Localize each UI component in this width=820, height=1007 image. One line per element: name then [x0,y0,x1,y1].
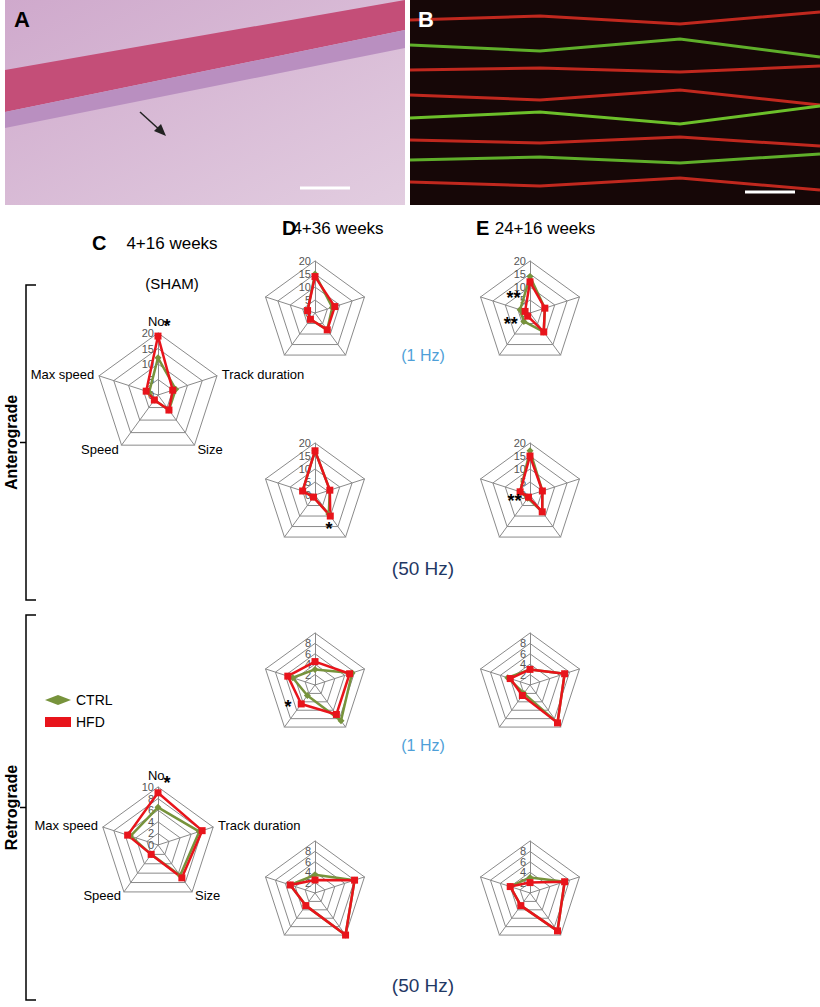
svg-text:20: 20 [299,437,311,449]
svg-text:10: 10 [142,781,154,793]
svg-text:0: 0 [304,307,311,319]
svg-text:10: 10 [299,281,311,293]
svg-text:Speed: Speed [81,442,119,457]
svg-text:6: 6 [520,856,526,868]
svg-text:15: 15 [142,343,154,355]
svg-text:8: 8 [305,845,311,857]
svg-text:20: 20 [514,437,526,449]
svg-text:No.: No. [147,767,169,783]
svg-text:Max speed: Max speed [31,367,95,382]
svg-text:15: 15 [299,268,311,280]
svg-text:C: C [92,232,106,254]
svg-text:4: 4 [147,815,154,828]
svg-text:4: 4 [520,658,526,670]
svg-text:Size: Size [195,888,220,903]
svg-text:(SHAM): (SHAM) [145,275,198,292]
svg-text:6: 6 [305,648,311,660]
svg-text:E: E [476,217,489,239]
svg-text:B: B [418,7,434,32]
svg-text:**: ** [506,288,520,308]
svg-text:4: 4 [520,866,526,878]
svg-text:6: 6 [305,856,311,868]
svg-text:24+16 weeks: 24+16 weeks [495,219,596,238]
svg-text:Anterograde: Anterograde [3,395,20,490]
svg-text:4: 4 [304,866,311,879]
svg-text:10: 10 [513,463,526,475]
svg-text:D: D [282,217,297,239]
svg-text:Speed: Speed [83,888,121,903]
svg-text:(50 Hz): (50 Hz) [392,558,454,579]
svg-text:**: ** [508,491,522,511]
svg-text:4: 4 [304,658,311,671]
svg-text:0: 0 [148,839,154,851]
svg-text:(1 Hz): (1 Hz) [401,347,445,364]
svg-text:8: 8 [520,637,526,649]
svg-text:15: 15 [514,450,526,462]
svg-text:(1 Hz): (1 Hz) [401,737,445,754]
svg-text:*: * [163,773,170,793]
svg-text:CTRL: CTRL [76,692,113,708]
svg-text:20: 20 [299,255,311,267]
svg-text:4+36 weeks: 4+36 weeks [292,219,383,238]
svg-text:15: 15 [514,268,526,280]
svg-text:(50 Hz): (50 Hz) [392,975,454,996]
svg-text:A: A [14,7,30,32]
svg-text:10: 10 [141,358,154,370]
svg-text:10: 10 [298,463,311,475]
svg-text:2: 2 [519,876,526,889]
svg-text:20: 20 [142,327,154,339]
svg-text:*: * [285,697,292,717]
svg-text:6: 6 [147,804,154,817]
svg-text:**: ** [504,314,518,334]
svg-text:*: * [325,519,332,539]
svg-text:8: 8 [147,792,154,805]
svg-text:4+16 weeks: 4+16 weeks [126,234,217,253]
svg-text:Max speed: Max speed [34,818,98,833]
svg-text:*: * [163,316,170,336]
svg-text:8: 8 [305,637,311,649]
svg-text:5: 5 [304,476,311,488]
svg-text:Track duration: Track duration [222,367,305,382]
svg-text:Size: Size [197,442,222,457]
svg-text:8: 8 [520,845,526,857]
svg-text:2: 2 [519,668,526,681]
svg-text:Track duration: Track duration [218,818,301,833]
svg-text:15: 15 [299,450,311,462]
svg-text:HFD: HFD [76,714,105,730]
svg-text:20: 20 [514,255,526,267]
svg-text:2: 2 [304,668,311,681]
svg-text:Retrograde: Retrograde [3,765,20,850]
svg-text:10: 10 [513,281,526,293]
svg-text:2: 2 [148,827,154,839]
svg-text:6: 6 [520,648,526,660]
